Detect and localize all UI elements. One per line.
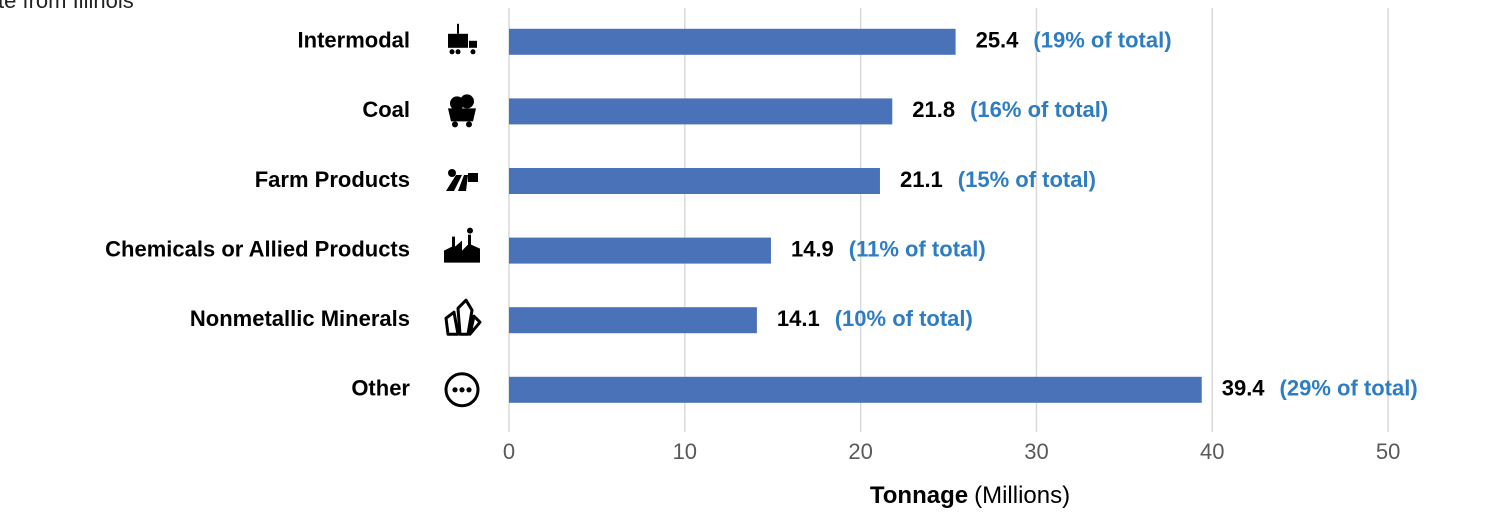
category-icon (446, 169, 478, 191)
icon-part (448, 108, 476, 122)
value-label: 39.4 (1222, 376, 1266, 401)
icon-part (452, 121, 458, 128)
bar (509, 28, 956, 55)
icon-part (444, 234, 480, 263)
icon-dot (466, 387, 472, 393)
value-label: 14.9 (791, 236, 834, 261)
icon-part (449, 49, 455, 55)
icon-part (460, 94, 474, 109)
icon-part (470, 49, 476, 55)
x-tick-label: 30 (1024, 439, 1048, 464)
x-tick-label: 20 (848, 439, 872, 464)
icon-part (444, 298, 482, 336)
x-tick-label: 50 (1376, 439, 1400, 464)
y-tick-label: Coal (362, 97, 410, 122)
value-label: 14.1 (777, 306, 820, 331)
icon-part (467, 227, 473, 234)
bar (509, 98, 893, 125)
icon-part (455, 49, 461, 55)
value-label: 21.1 (900, 167, 943, 192)
category-icon (444, 227, 480, 263)
x-axis-label-main: Tonnage (870, 482, 968, 509)
y-tick-label: Chemicals or Allied Products (105, 236, 410, 261)
share-annotation: (16% of total) (970, 97, 1108, 122)
icon-ring (444, 372, 480, 408)
y-tick-label: Other (351, 376, 410, 401)
share-annotation: (29% of total) (1280, 376, 1418, 401)
x-axis-label: Tonnage (Millions) (870, 482, 1070, 509)
y-tick-label: Intermodal (298, 28, 410, 53)
share-annotation: (10% of total) (835, 306, 973, 331)
category-icon (444, 298, 482, 336)
x-tick-label: 0 (503, 439, 515, 464)
share-annotation: (11% of total) (849, 236, 986, 261)
category-icon (448, 23, 477, 55)
bar (509, 168, 880, 194)
value-label: 21.8 (912, 97, 955, 122)
icon-dot (459, 387, 465, 393)
category-icon (448, 94, 476, 128)
category-icon (444, 372, 480, 408)
icon-part (469, 40, 477, 48)
icon-part (448, 169, 456, 177)
x-tick-label: 40 (1200, 439, 1224, 464)
y-tick-label: Nonmetallic Minerals (190, 306, 410, 331)
value-label: 25.4 (976, 28, 1020, 53)
icon-part (468, 173, 478, 182)
share-annotation: (19% of total) (1033, 28, 1171, 53)
chart-title: te from Illinois (0, 0, 134, 13)
bar (509, 237, 771, 264)
y-tick-label: Farm Products (255, 167, 410, 192)
share-annotation: (15% of total) (958, 167, 1096, 192)
icon-part (466, 121, 472, 128)
icon-part (446, 175, 468, 191)
x-tick-label: 10 (673, 439, 697, 464)
bar (509, 307, 757, 334)
icon-dot (452, 387, 458, 393)
x-axis-label-unit: (Millions) (974, 482, 1070, 509)
bar (509, 376, 1202, 403)
icon-part (448, 33, 468, 48)
